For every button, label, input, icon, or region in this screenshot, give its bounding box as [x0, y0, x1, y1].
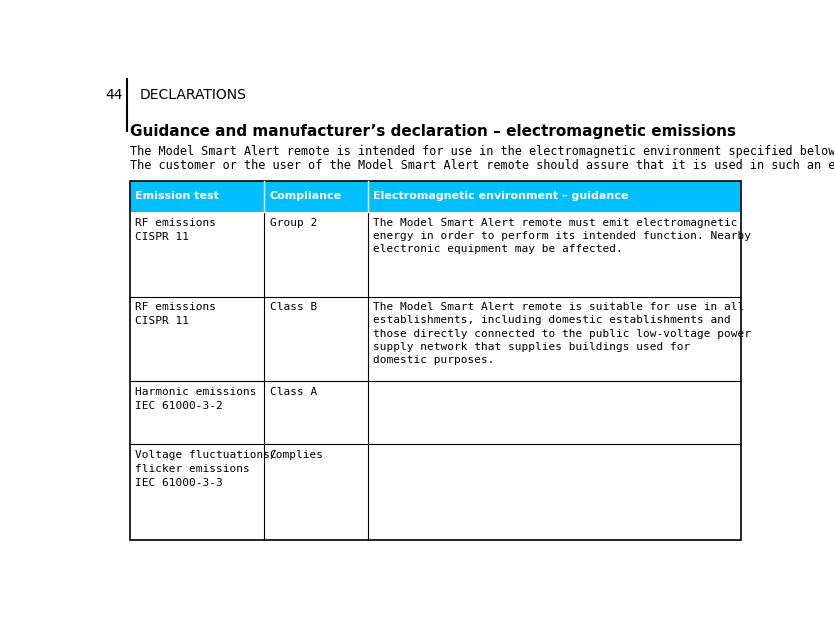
- Text: Voltage fluctuations/
flicker emissions
IEC 61000-3-3: Voltage fluctuations/ flicker emissions …: [135, 450, 277, 487]
- Text: RF emissions
CISPR 11: RF emissions CISPR 11: [135, 218, 216, 241]
- Bar: [130, 181, 741, 540]
- Text: Class A: Class A: [269, 387, 317, 397]
- Text: Complies: Complies: [269, 450, 324, 460]
- Text: The customer or the user of the Model Smart Alert remote should assure that it i: The customer or the user of the Model Sm…: [130, 159, 834, 172]
- Text: Compliance: Compliance: [269, 191, 342, 201]
- Text: The Model Smart Alert remote must emit electromagnetic
energy in order to perfor: The Model Smart Alert remote must emit e…: [374, 218, 751, 254]
- Text: Group 2: Group 2: [269, 218, 317, 228]
- Text: Guidance and manufacturer’s declaration – electromagnetic emissions: Guidance and manufacturer’s declaration …: [130, 124, 736, 139]
- Text: 44: 44: [105, 88, 123, 102]
- Text: Electromagnetic environment – guidance: Electromagnetic environment – guidance: [374, 191, 629, 201]
- Text: The Model Smart Alert remote is suitable for use in all
establishments, includin: The Model Smart Alert remote is suitable…: [374, 302, 751, 365]
- Text: RF emissions
CISPR 11: RF emissions CISPR 11: [135, 302, 216, 326]
- Text: Class B: Class B: [269, 302, 317, 312]
- Text: The Model Smart Alert remote is intended for use in the electromagnetic environm: The Model Smart Alert remote is intended…: [130, 146, 834, 159]
- Text: Emission test: Emission test: [135, 191, 219, 201]
- Text: DECLARATIONS: DECLARATIONS: [140, 88, 247, 102]
- Text: Harmonic emissions
IEC 61000-3-2: Harmonic emissions IEC 61000-3-2: [135, 387, 257, 411]
- Bar: [130, 181, 741, 212]
